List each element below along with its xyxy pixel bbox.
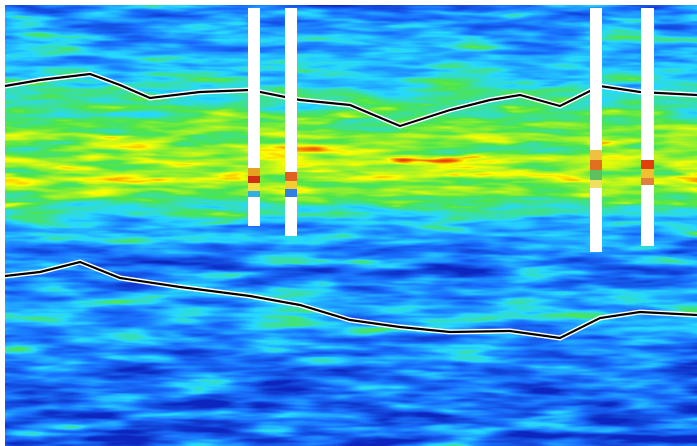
- well: [285, 8, 297, 236]
- log-segment: [590, 180, 602, 188]
- log-segment: [285, 189, 297, 197]
- log-segment: [248, 168, 260, 176]
- log-segment: [641, 160, 654, 169]
- log-segment: [285, 172, 297, 181]
- wells: [248, 8, 654, 252]
- log-segment: [248, 176, 260, 183]
- horizon-line: [4, 260, 697, 340]
- log-segment: [590, 170, 602, 180]
- log-segment: [641, 169, 654, 178]
- log-segment: [248, 191, 260, 197]
- horizon-top: [4, 71, 697, 129]
- log-segment: [590, 150, 602, 160]
- horizon-line: [4, 72, 697, 128]
- log-segment: [285, 181, 297, 189]
- log-segment: [641, 178, 654, 185]
- well: [641, 8, 654, 246]
- amplitude-field: [5, 5, 697, 446]
- log-segment: [248, 183, 260, 191]
- horizon-bottom: [4, 259, 697, 341]
- log-segment: [590, 160, 602, 170]
- well: [590, 8, 602, 252]
- well-log-strips: [248, 150, 654, 197]
